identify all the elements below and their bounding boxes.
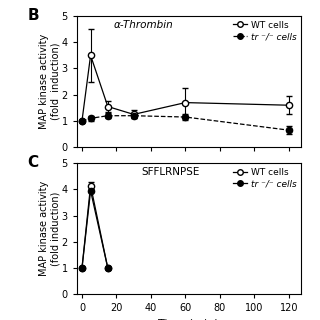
Y-axis label: MAP kinase activity
(fold induction): MAP kinase activity (fold induction) (38, 181, 60, 276)
Text: α-Thrombin: α-Thrombin (114, 20, 174, 30)
Legend: WT cells, tr ⁻/⁻ cells: WT cells, tr ⁻/⁻ cells (233, 168, 296, 188)
Text: SFFLRNPSE: SFFLRNPSE (142, 167, 200, 177)
Legend: WT cells, tr ⁻/⁻ cells: WT cells, tr ⁻/⁻ cells (233, 20, 296, 41)
X-axis label: Time (min): Time (min) (158, 319, 219, 320)
Text: B: B (28, 8, 39, 23)
Y-axis label: MAP kinase activity
(fold  induction): MAP kinase activity (fold induction) (38, 34, 60, 129)
Text: C: C (28, 155, 39, 170)
